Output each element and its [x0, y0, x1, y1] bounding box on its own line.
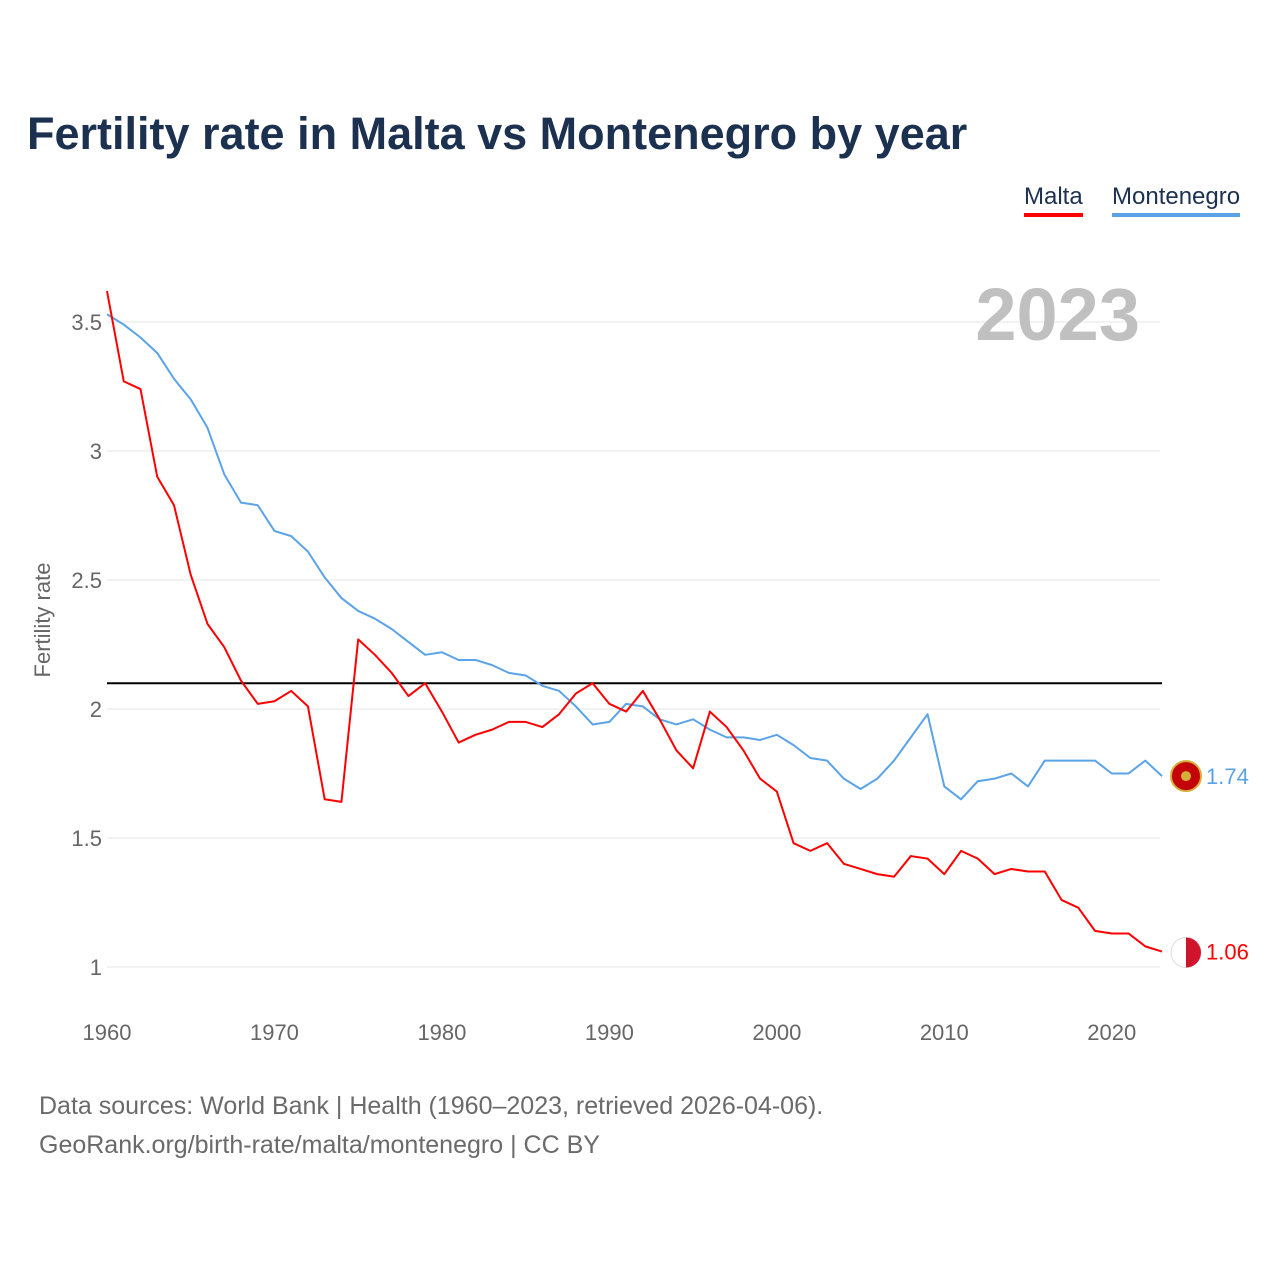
x-tick-label: 1960: [83, 1020, 132, 1045]
y-tick-label: 3.5: [71, 310, 102, 335]
end-value-label: 1.06: [1206, 940, 1249, 965]
y-tick-label: 3: [90, 439, 102, 464]
y-tick-label: 1: [90, 955, 102, 980]
x-tick-label: 2000: [752, 1020, 801, 1045]
year-label: 2023: [975, 273, 1140, 356]
series-line-montenegro: [106, 313, 1163, 801]
chart-title: Fertility rate in Malta vs Montenegro by…: [27, 108, 968, 159]
x-tick-label: 1970: [250, 1020, 299, 1045]
malta-flag-icon: [1186, 937, 1201, 968]
legend-malta[interactable]: Malta: [1024, 183, 1083, 217]
x-tick-label: 1990: [585, 1020, 634, 1045]
legend-montenegro[interactable]: Montenegro: [1112, 183, 1241, 217]
line-chart: 1 1.5 2 2.5 3 3.5 1960 1970 1980 1990 2000 2010 2020…: [30, 273, 1249, 1045]
y-tick-label: 2: [90, 697, 102, 722]
montenegro-flag-icon: [1181, 771, 1191, 782]
end-value-label: 1.74: [1206, 764, 1249, 789]
series-line-malta: [106, 290, 1163, 953]
source-line-2[interactable]: GeoRank.org/birth-rate/malta/montenegro …: [39, 1131, 600, 1159]
x-tick-label: 2020: [1087, 1020, 1136, 1045]
x-tick-label: 1980: [417, 1020, 466, 1045]
y-tick-label: 2.5: [71, 568, 102, 593]
y-tick-label: 1.5: [71, 826, 102, 851]
y-axis-label: Fertility rate: [30, 563, 55, 678]
x-tick-label: 2010: [920, 1020, 969, 1045]
source-note: Data sources: World Bank | Health (1960–…: [39, 1087, 823, 1165]
source-line-1: Data sources: World Bank | Health (1960–…: [39, 1092, 824, 1120]
